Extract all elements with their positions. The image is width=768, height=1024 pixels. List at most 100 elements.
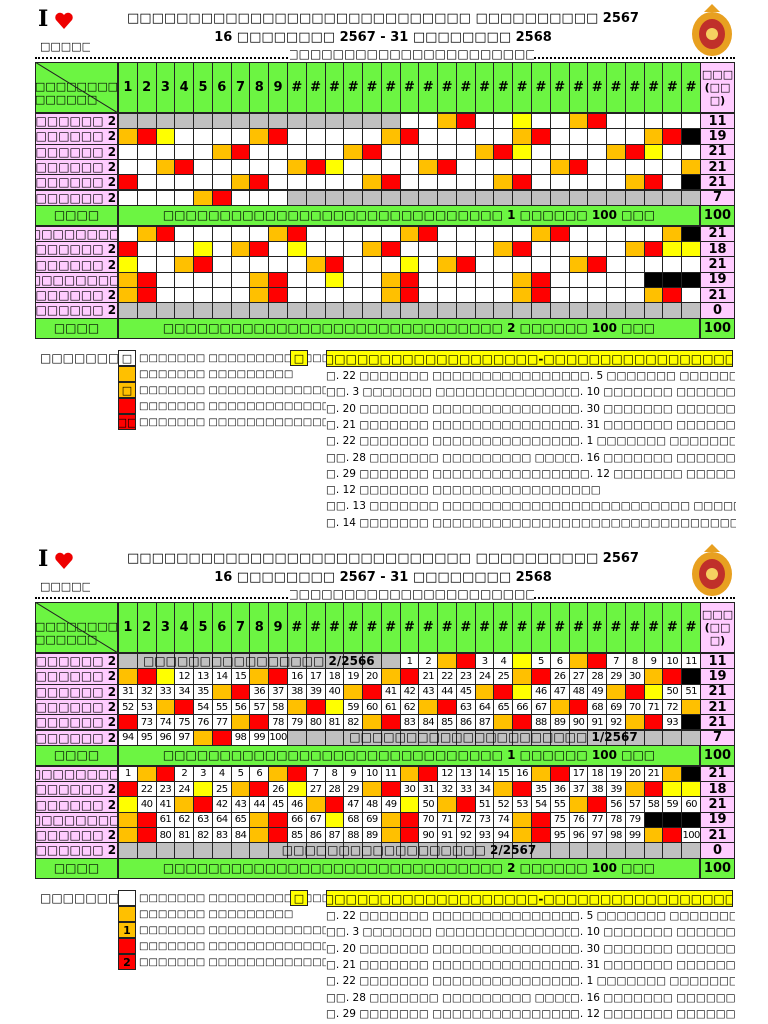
day-header: # [286,602,307,653]
day-cell [136,174,157,191]
day-cell: 49 [380,796,401,813]
day-cell [230,683,251,700]
legend-swatch: □ [118,382,136,398]
day-header: # [681,62,701,113]
month-total: 21 [700,698,735,716]
day-cell: 15 [230,668,251,685]
day-cell [249,158,270,176]
day-cell [624,113,645,130]
day-cell: 21 [643,765,664,783]
month-label: □□□□□□□□□□□ 2568 [35,811,118,828]
day-header: 3 [155,62,176,113]
day-cell [136,113,157,130]
day-cell [587,271,608,288]
day-cell [305,302,326,319]
day-cell [155,143,176,160]
day-header: 2 [136,62,157,113]
day-header: # [643,62,664,113]
day-cell [643,158,664,176]
day-cell [155,287,176,304]
day-cell [380,302,401,319]
logo-heart [55,12,73,30]
day-cell: 47 [343,796,364,813]
legend-text: □□□□□□□ □□□□□□□□□ [139,908,294,920]
day-cell [118,128,138,145]
day-cell [455,653,476,670]
day-cell [662,811,683,828]
day-cell: 19 [606,765,626,783]
subtitle: 16 □□□□□□□□ 2567 - 31 □□□□□□□□ 2568 [214,29,552,45]
day-cell: 64 [211,811,232,828]
day-cell [286,128,307,145]
month-total: 21 [700,174,735,191]
day-cell: 26 [549,668,570,685]
day-header: 8 [249,602,270,653]
day-cell [249,256,270,273]
day-cell: 65 [493,698,514,716]
day-cell [455,256,476,273]
day-cell [437,113,457,130]
day-cell [324,796,345,813]
day-cell: 74 [155,714,176,731]
day-cell [512,668,533,685]
day-cell: 42 [399,683,420,700]
month-total: 21 [700,143,735,160]
legend-text: □□□□□□□ □□□□□□□□□□□□□□□□□□ [139,352,326,364]
day-cell [343,287,364,304]
emblem [692,544,732,596]
day-cell: 31 [118,683,138,700]
day-cell [662,668,683,685]
day-cell [418,128,439,145]
day-cell [493,189,514,206]
day-cell [118,811,138,828]
day-cell [343,189,364,206]
day-cell: 25 [211,781,232,798]
day-cell: 27 [568,668,589,685]
day-cell [380,668,401,685]
day-cell: 24 [474,668,495,685]
day-cell: 65 [230,811,251,828]
day-cell [268,827,288,844]
day-cell [643,781,664,798]
day-cell: 88 [531,714,551,731]
day-cell: 66 [512,698,533,716]
legend-text: □□□□□□□ □□□□□□□□□□□□□□□□□□□□□□□□□□. [139,416,326,428]
day-cell [362,714,382,731]
day-cell: 28 [587,668,608,685]
day-cell: 43 [418,683,439,700]
day-cell [211,729,232,746]
legend-text: □□□□□□□ □□□□□□□□□□□□□□□□□□□□□□□□□ [139,924,326,936]
note-line: □. 12 □□□□□□□ □□□□□□ [570,1007,735,1020]
day-cell: 11 [681,653,701,670]
day-cell [568,653,589,670]
day-cell [324,271,345,288]
day-cell [399,811,420,828]
day-cell [568,158,589,176]
day-header: # [380,602,401,653]
note-line: □. 29 □□□□□□□ □□□□□□□□□□□□□□□□□□□□□□□ [326,467,570,480]
day-cell [418,225,439,243]
day-cell [193,189,213,206]
day-cell [531,256,551,273]
day-cell: 41 [380,683,401,700]
day-cell: 6 [249,765,270,783]
day-cell: 7 [305,765,326,783]
day-cell [343,241,364,258]
day-cell [568,241,589,258]
day-cell [249,781,270,798]
day-cell: 15 [493,765,514,783]
day-cell: 29 [343,781,364,798]
day-cell [286,174,307,191]
day-cell [568,302,589,319]
day-cell: 97 [174,729,195,746]
day-header: 4 [174,62,195,113]
day-cell [399,765,420,783]
day-cell [193,143,213,160]
day-cell: 35 [531,781,551,798]
day-cell [380,241,401,258]
day-cell [681,668,701,685]
day-cell [155,271,176,288]
day-header: # [624,62,645,113]
day-cell: 69 [606,698,626,716]
